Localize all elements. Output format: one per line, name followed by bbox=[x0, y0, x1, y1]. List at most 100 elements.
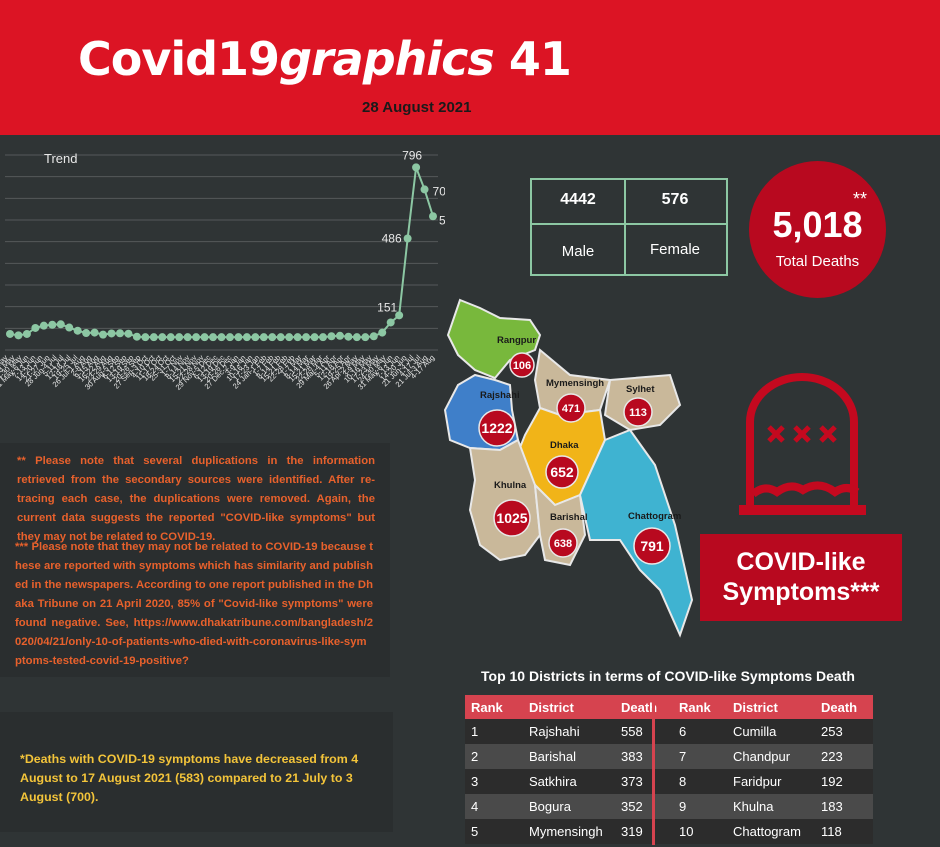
trend-point bbox=[234, 333, 243, 342]
title-number: 41 bbox=[493, 32, 572, 86]
death-cell: 373 bbox=[615, 769, 673, 794]
trend-point bbox=[310, 333, 319, 342]
male-label: Male bbox=[561, 243, 595, 260]
total-marker: ** bbox=[853, 189, 868, 209]
total-deaths-count: 5,018 bbox=[772, 204, 863, 245]
symptoms-note: *** Please note that they may not be rel… bbox=[15, 541, 373, 667]
map-marker-chattogram bbox=[633, 527, 671, 565]
map-label-sylhet: Sylhet bbox=[626, 384, 655, 395]
trend-point bbox=[369, 332, 378, 341]
trend-point bbox=[352, 333, 361, 342]
trend-point bbox=[259, 333, 268, 342]
table-title: Top 10 Districts in terms of COVID-like … bbox=[481, 668, 855, 684]
trend-value-label: 151 bbox=[377, 300, 397, 314]
bangladesh-map: 106 Rangpur 1222 Rajshahi 471 Mymensingh 113 Sy… bbox=[443, 298, 694, 638]
trend-point bbox=[395, 311, 404, 320]
trend-point bbox=[412, 163, 421, 172]
district-cell: Chandpur bbox=[727, 744, 815, 769]
map-label-barishal: Barishal bbox=[550, 512, 588, 523]
trend-point bbox=[107, 329, 116, 338]
gender-divider-v bbox=[624, 178, 626, 274]
total-deaths-badge: ** 5,018 Total Deaths bbox=[749, 161, 886, 298]
map-value-rajshahi: 1222 bbox=[481, 420, 512, 436]
trend-point bbox=[361, 333, 370, 342]
trend-point bbox=[183, 333, 192, 342]
map-region-chattogram bbox=[578, 428, 694, 638]
trend-point bbox=[276, 333, 285, 342]
map-label-dhaka: Dhaka bbox=[550, 440, 579, 451]
trend-point bbox=[242, 333, 251, 342]
map-label-rajshahi: Rajshahi bbox=[480, 390, 520, 401]
trend-point bbox=[302, 333, 311, 342]
table-row: 1 Rajshahi 558 6 Cumilla 253 bbox=[465, 719, 873, 744]
trend-note: *Deaths with COVID-19 symptoms have decr… bbox=[20, 752, 359, 804]
map-marker-mymensingh bbox=[556, 393, 586, 423]
trend-point bbox=[209, 333, 218, 342]
duplication-note: ** Please note that several duplications… bbox=[17, 455, 375, 543]
total-deaths-label: Total Deaths bbox=[775, 253, 860, 270]
map-marker-dhaka bbox=[545, 455, 579, 489]
death-cell: 192 bbox=[815, 769, 873, 794]
notes-panel bbox=[0, 443, 390, 677]
trend-line bbox=[9, 167, 434, 339]
trend-point bbox=[327, 332, 336, 341]
trend-point bbox=[73, 326, 82, 335]
col-rank-2: Rank bbox=[673, 695, 727, 719]
map-label-mymensingh: Mymensingh bbox=[546, 378, 604, 389]
trend-point bbox=[99, 330, 108, 339]
trend-point bbox=[141, 333, 150, 342]
trend-value-label: 796 bbox=[402, 148, 422, 162]
rank-cell: 7 bbox=[673, 744, 727, 769]
trend-point bbox=[31, 323, 40, 332]
map-value-dhaka: 652 bbox=[550, 464, 574, 480]
rank-cell: 6 bbox=[673, 719, 727, 744]
page-title: Covid19graphics 41 bbox=[78, 32, 572, 86]
district-cell: Chattogram bbox=[727, 819, 815, 844]
map-label-chattogram: Chattogram bbox=[628, 511, 681, 522]
trend-point bbox=[285, 333, 294, 342]
header-banner bbox=[0, 0, 940, 135]
map-value-chattogram: 791 bbox=[640, 538, 664, 554]
trend-point bbox=[14, 331, 23, 340]
map-marker-rangpur bbox=[509, 352, 535, 378]
death-cell: 253 bbox=[815, 719, 873, 744]
top-districts-table: Rank District Death Rank District Death … bbox=[465, 695, 873, 844]
col-district-1: District bbox=[523, 695, 615, 719]
col-district-2: District bbox=[727, 695, 815, 719]
trend-value-label: 583 bbox=[439, 213, 445, 227]
trend-point bbox=[344, 332, 353, 341]
trend-value-label: 700 bbox=[433, 184, 445, 198]
trend-point bbox=[39, 321, 48, 330]
district-cell: Cumilla bbox=[727, 719, 815, 744]
trend-point bbox=[335, 331, 344, 340]
rank-cell: 2 bbox=[465, 744, 523, 769]
district-cell: Barishal bbox=[523, 744, 615, 769]
trend-point bbox=[217, 333, 226, 342]
table-divider bbox=[652, 695, 655, 845]
rank-cell: 4 bbox=[465, 794, 523, 819]
trend-point bbox=[319, 333, 328, 342]
district-cell: Rajshahi bbox=[523, 719, 615, 744]
map-marker-rajshahi bbox=[478, 409, 516, 447]
trend-point bbox=[429, 212, 437, 221]
rank-cell: 9 bbox=[673, 794, 727, 819]
map-value-rangpur: 106 bbox=[513, 360, 531, 372]
trend-point bbox=[192, 333, 201, 342]
death-cell: 558 bbox=[615, 719, 673, 744]
rank-cell: 8 bbox=[673, 769, 727, 794]
table-row: 5 Mymensingh 319 10 Chattogram 118 bbox=[465, 819, 873, 844]
trend-point bbox=[149, 333, 158, 342]
map-marker-barishal bbox=[548, 528, 578, 558]
district-cell: Faridpur bbox=[727, 769, 815, 794]
district-cell: Bogura bbox=[523, 794, 615, 819]
trend-value-label: 486 bbox=[382, 232, 402, 246]
map-marker-khulna bbox=[493, 499, 531, 537]
rank-cell: 1 bbox=[465, 719, 523, 744]
trend-point bbox=[403, 234, 412, 243]
symptoms-line-1: COVID-like bbox=[736, 548, 866, 576]
female-count: 576 bbox=[661, 191, 689, 208]
trend-point bbox=[158, 333, 167, 342]
trend-point bbox=[251, 333, 260, 342]
trend-point bbox=[378, 328, 387, 337]
